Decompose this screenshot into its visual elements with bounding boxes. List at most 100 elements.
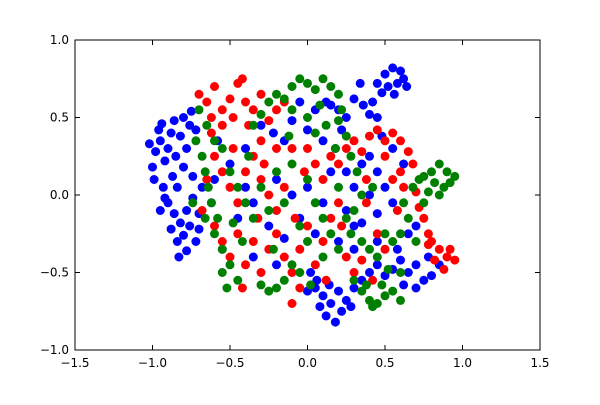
data-point <box>295 74 305 84</box>
data-point <box>318 136 328 146</box>
data-point <box>402 82 412 91</box>
data-point <box>388 198 398 208</box>
data-point <box>341 113 351 122</box>
data-point <box>318 252 328 262</box>
data-point <box>326 229 336 239</box>
data-point <box>346 229 356 239</box>
data-point <box>334 286 343 296</box>
x-tick-label: 1.5 <box>530 356 549 370</box>
data-point <box>272 229 281 239</box>
data-point <box>287 116 297 126</box>
data-point <box>372 125 382 135</box>
data-point <box>315 302 325 312</box>
data-point <box>419 213 429 223</box>
data-point <box>365 131 374 141</box>
data-point <box>256 175 266 184</box>
data-point <box>310 198 320 208</box>
data-point <box>279 94 289 104</box>
data-point <box>287 82 297 91</box>
data-point <box>383 264 393 274</box>
data-point <box>312 275 322 285</box>
data-point <box>408 159 418 169</box>
data-point <box>349 182 359 192</box>
data-point <box>380 291 390 301</box>
data-point <box>210 136 219 146</box>
data-point <box>233 275 243 285</box>
data-point <box>248 198 258 208</box>
data-point <box>163 144 173 153</box>
data-point <box>303 237 312 246</box>
data-point <box>155 206 165 215</box>
data-point <box>403 147 413 157</box>
data-point <box>268 128 278 138</box>
data-point <box>200 167 210 177</box>
data-point <box>228 218 238 228</box>
data-point <box>372 229 382 239</box>
x-tick-label: 0.0 <box>298 356 317 370</box>
data-point <box>256 268 266 277</box>
data-point <box>341 252 351 262</box>
data-point <box>217 268 227 277</box>
data-point <box>361 280 371 290</box>
data-point <box>389 89 399 99</box>
data-point <box>222 283 232 293</box>
data-point <box>268 244 278 254</box>
data-point <box>175 218 185 228</box>
data-point <box>295 244 305 254</box>
data-point <box>244 151 254 161</box>
data-point <box>337 105 347 115</box>
data-point <box>349 244 359 254</box>
data-point <box>166 128 176 138</box>
data-point <box>182 246 192 256</box>
data-point <box>380 136 390 146</box>
data-point <box>380 182 390 192</box>
y-tick-label: −1.0 <box>40 343 69 357</box>
data-point <box>357 286 367 296</box>
data-point <box>225 260 235 270</box>
data-point <box>380 151 390 161</box>
data-point <box>399 182 409 192</box>
data-point <box>392 206 402 215</box>
data-point <box>188 198 198 208</box>
data-point <box>217 105 227 115</box>
data-point <box>396 268 405 277</box>
data-point <box>399 74 409 84</box>
data-point <box>194 224 204 234</box>
data-point <box>202 97 212 107</box>
data-point <box>206 198 216 208</box>
data-point <box>346 151 356 161</box>
data-point <box>337 221 347 231</box>
data-point <box>264 286 274 296</box>
data-point <box>210 151 219 161</box>
data-point <box>349 221 359 231</box>
data-point <box>272 105 281 115</box>
data-point <box>287 260 297 270</box>
data-point <box>442 167 452 177</box>
data-point <box>380 229 390 239</box>
data-point <box>197 151 207 161</box>
data-point <box>210 175 219 184</box>
data-point <box>166 224 176 234</box>
data-point <box>430 178 440 188</box>
data-point <box>264 221 274 231</box>
data-point <box>210 221 219 231</box>
data-point <box>396 255 405 265</box>
data-point <box>423 229 433 239</box>
y-tick-label: 0.5 <box>50 111 69 125</box>
data-point <box>179 162 188 172</box>
data-point <box>295 283 305 293</box>
data-point <box>349 275 359 285</box>
data-point <box>213 213 223 223</box>
data-point <box>419 275 429 285</box>
data-point <box>315 100 325 110</box>
data-point <box>310 159 320 169</box>
data-point <box>217 237 227 246</box>
data-point <box>299 167 309 177</box>
data-point <box>377 88 387 98</box>
data-point <box>256 280 266 290</box>
data-point <box>377 280 387 290</box>
data-point <box>396 66 405 76</box>
data-point <box>155 136 165 146</box>
data-point <box>237 237 247 246</box>
